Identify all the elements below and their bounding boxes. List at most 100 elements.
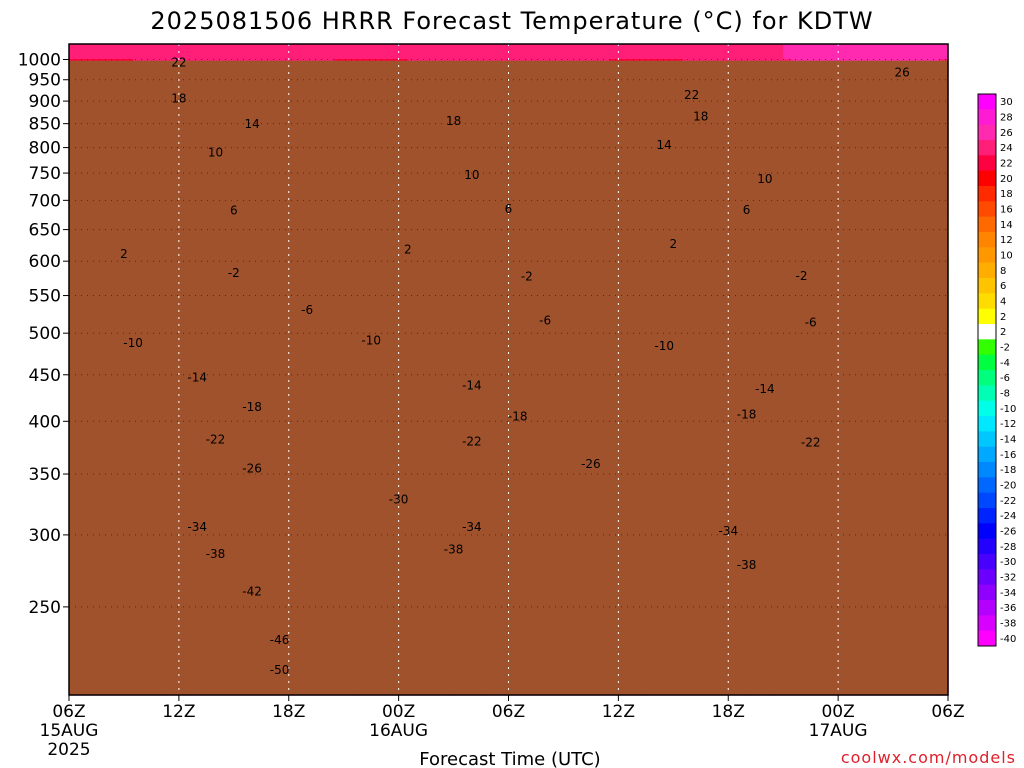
heatmap-cell (352, 44, 363, 50)
heatmap-cell (206, 44, 217, 50)
heatmap-cell (362, 44, 372, 50)
heatmap-cell (252, 54, 262, 60)
heatmap-cell (270, 54, 281, 60)
heatmap-cell (224, 44, 235, 50)
heatmap-cell (188, 54, 198, 60)
heatmap-cell (352, 49, 363, 55)
heatmap-cell (398, 54, 409, 60)
heatmap-cell (316, 44, 326, 50)
heatmap-cell (160, 44, 171, 50)
heatmap-cell (279, 49, 290, 55)
heatmap-cell (96, 44, 107, 50)
heatmap-cell (224, 54, 235, 60)
heatmap-cell (416, 49, 427, 55)
heatmap-cell (389, 54, 400, 60)
heatmap-cell (78, 44, 88, 50)
heatmap-cell (270, 44, 281, 50)
heatmap-cell (197, 49, 207, 55)
heatmap-cell (325, 54, 336, 60)
heatmap-cell (215, 54, 226, 60)
heatmap-cell (416, 44, 427, 50)
heatmap-cell (188, 49, 198, 55)
heatmap-cell (178, 54, 189, 60)
heatmap-cell (233, 54, 244, 60)
heatmap-cell (87, 44, 98, 50)
heatmap-cell (407, 44, 418, 50)
heatmap-cell (197, 54, 207, 60)
heatmap-cell (206, 54, 217, 60)
heatmap-cell (288, 44, 299, 50)
heatmap-cell (371, 44, 381, 50)
heatmap-cell (69, 54, 79, 60)
heatmap-cell (151, 49, 162, 55)
heatmap-cell (371, 49, 381, 55)
heatmap-cell (242, 49, 253, 55)
heatmap-cell (343, 54, 354, 60)
heatmap-cell (407, 54, 418, 60)
heatmap-cell (352, 54, 363, 60)
heatmap-cell (105, 54, 116, 60)
heatmap-cell (261, 54, 272, 60)
heatmap-cell (142, 44, 153, 50)
heatmap-cell (316, 54, 326, 60)
heatmap-cell (307, 54, 317, 60)
heatmap-cell (123, 54, 134, 60)
heatmap-cell (261, 44, 272, 50)
heatmap-cell (188, 44, 198, 50)
heatmap-cell (133, 54, 143, 60)
heatmap-cell (242, 54, 253, 60)
heatmap-cell (160, 49, 171, 55)
heatmap-cell (114, 44, 125, 50)
heatmap-cell (288, 54, 299, 60)
heatmap-cell (215, 49, 226, 55)
heatmap-cell (252, 44, 262, 50)
heatmap-cell (297, 44, 308, 50)
heatmap-cell (252, 49, 262, 55)
heatmap-cell (288, 49, 299, 55)
heatmap-cell (151, 54, 162, 60)
heatmap-cell (343, 49, 354, 55)
heatmap-cell (215, 44, 226, 50)
heatmap-cell (389, 49, 400, 55)
heatmap-cell (69, 49, 79, 55)
heatmap-cell (343, 44, 354, 50)
heatmap-cell (69, 44, 79, 50)
heatmap-cell (325, 49, 336, 55)
heatmap-cell (307, 44, 317, 50)
heatmap-cell (123, 49, 134, 55)
heatmap-cell (133, 44, 143, 50)
heatmap-cell (87, 49, 98, 55)
heatmap-cell (380, 54, 391, 60)
heatmap-cell (389, 44, 400, 50)
heatmap-cell (105, 49, 116, 55)
heatmap-cell (334, 44, 345, 50)
heatmap-cell (197, 44, 207, 50)
heatmap-cell (206, 49, 217, 55)
heatmap-cell (334, 49, 345, 55)
heatmap-cell (96, 54, 107, 60)
heatmap-cell (142, 49, 153, 55)
heatmap-cell (151, 44, 162, 50)
heatmap-cell (371, 54, 381, 60)
heatmap-cell (114, 49, 125, 55)
heatmap-cell (416, 54, 427, 60)
heatmap-cell (105, 44, 116, 50)
heatmap-cell (233, 44, 244, 50)
heatmap-cell (398, 49, 409, 55)
heatmap-cell (169, 49, 180, 55)
heatmap-cell (362, 49, 372, 55)
heatmap-cell (160, 54, 171, 60)
heatmap-cell (123, 44, 134, 50)
heatmap-cell (297, 54, 308, 60)
heatmap-cell (178, 49, 189, 55)
heatmap-cell (316, 49, 326, 55)
heatmap-cell (380, 49, 391, 55)
heatmap-cell (380, 44, 391, 50)
heatmap-cell (233, 49, 244, 55)
heatmap-cell (114, 54, 125, 60)
heatmap-cell (169, 54, 180, 60)
heatmap-cell (398, 44, 409, 50)
heatmap-cell (407, 49, 418, 55)
heatmap-cell (279, 54, 290, 60)
